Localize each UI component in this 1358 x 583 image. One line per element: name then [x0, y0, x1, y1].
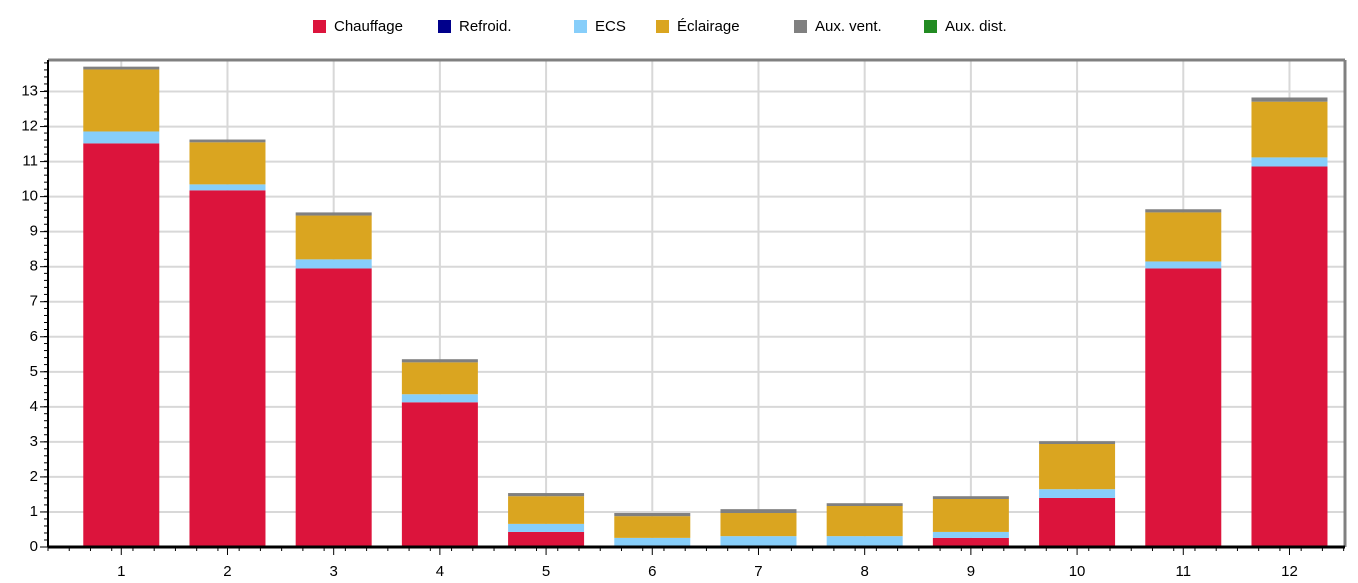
- legend-swatch: [924, 20, 937, 33]
- bar-segment: [401, 402, 478, 547]
- bar-segment: [1145, 212, 1222, 262]
- bar-segment: [83, 69, 160, 132]
- bar-segment: [295, 259, 372, 269]
- x-tick-label: 1: [117, 563, 125, 580]
- bar-segment: [1251, 97, 1328, 102]
- x-tick-label: 6: [648, 563, 656, 580]
- bar-segment: [1251, 101, 1328, 158]
- bar-segment: [295, 215, 372, 260]
- x-tick-label: 11: [1175, 563, 1191, 580]
- x-tick-label: 7: [754, 563, 762, 580]
- bar-segment: [189, 190, 266, 548]
- legend-label: ECS: [595, 18, 626, 35]
- bar-segment: [826, 506, 903, 537]
- y-tick-label: 10: [21, 188, 38, 205]
- bar-segment: [614, 516, 691, 538]
- bar-segment: [1251, 157, 1328, 167]
- bar-segment: [1039, 441, 1116, 444]
- x-tick-label: 10: [1069, 563, 1086, 580]
- bar-segment: [295, 268, 372, 547]
- y-tick-label: 6: [30, 328, 38, 345]
- y-tick-label: 2: [30, 468, 38, 485]
- bar-segment: [720, 513, 797, 537]
- y-tick-label: 12: [21, 118, 38, 135]
- legend-label: Aux. dist.: [945, 18, 1007, 35]
- bar-segment: [1039, 489, 1116, 498]
- y-tick-label: 8: [30, 258, 38, 275]
- bar-segment: [932, 499, 1009, 532]
- legend-label: Chauffage: [334, 18, 403, 35]
- bar-segment: [1039, 443, 1116, 490]
- x-tick-label: 5: [542, 563, 550, 580]
- x-tick-label: 9: [967, 563, 975, 580]
- legend-label: Éclairage: [677, 18, 740, 35]
- y-tick-label: 3: [30, 433, 38, 450]
- y-tick-label: 9: [30, 223, 38, 240]
- bar-segment: [720, 509, 797, 514]
- bar-segment: [83, 66, 160, 70]
- x-tick-label: 8: [861, 563, 869, 580]
- bar-segment: [508, 531, 585, 547]
- bar-segment: [1039, 497, 1116, 547]
- bar-segment: [189, 184, 266, 191]
- bar-segment: [932, 496, 1009, 500]
- y-tick-label: 1: [30, 503, 38, 520]
- legend-label: Aux. vent.: [815, 18, 882, 35]
- bar-segment: [189, 139, 266, 143]
- bar-segment: [83, 143, 160, 547]
- legend-label: Refroid.: [459, 18, 512, 35]
- bar-segment: [1145, 261, 1222, 269]
- bar-segment: [401, 394, 478, 403]
- bar-segment: [83, 131, 160, 144]
- y-tick-label: 5: [30, 363, 38, 380]
- y-tick-label: 13: [21, 83, 38, 100]
- bar-segment: [1251, 166, 1328, 548]
- bar-segment: [826, 536, 903, 547]
- legend-swatch: [656, 20, 669, 33]
- bar-segment: [401, 362, 478, 395]
- bar-segment: [508, 523, 585, 532]
- x-tick-label: 4: [436, 563, 444, 580]
- bar-segment: [932, 531, 1009, 538]
- bar-segment: [932, 537, 1009, 547]
- bar-segment: [508, 496, 585, 524]
- y-tick-label: 11: [22, 153, 38, 170]
- legend-swatch: [794, 20, 807, 33]
- x-tick-label: 12: [1281, 563, 1298, 580]
- bar-segment: [1145, 209, 1222, 213]
- bar-segment: [720, 536, 797, 547]
- bar-segment: [508, 493, 585, 497]
- legend-swatch: [313, 20, 326, 33]
- y-tick-label: 7: [30, 293, 38, 310]
- bar-segment: [295, 212, 372, 216]
- bar-segment: [189, 142, 266, 185]
- bar-segment: [826, 503, 903, 507]
- bar-segment: [401, 359, 478, 363]
- x-tick-label: 3: [330, 563, 338, 580]
- legend-swatch: [574, 20, 587, 33]
- y-tick-label: 4: [30, 398, 38, 415]
- bar-segment: [1145, 268, 1222, 547]
- y-tick-label: 0: [30, 538, 38, 555]
- bar-segment: [614, 513, 691, 517]
- bar-segment: [614, 537, 691, 547]
- legend-swatch: [438, 20, 451, 33]
- x-tick-label: 2: [223, 563, 231, 580]
